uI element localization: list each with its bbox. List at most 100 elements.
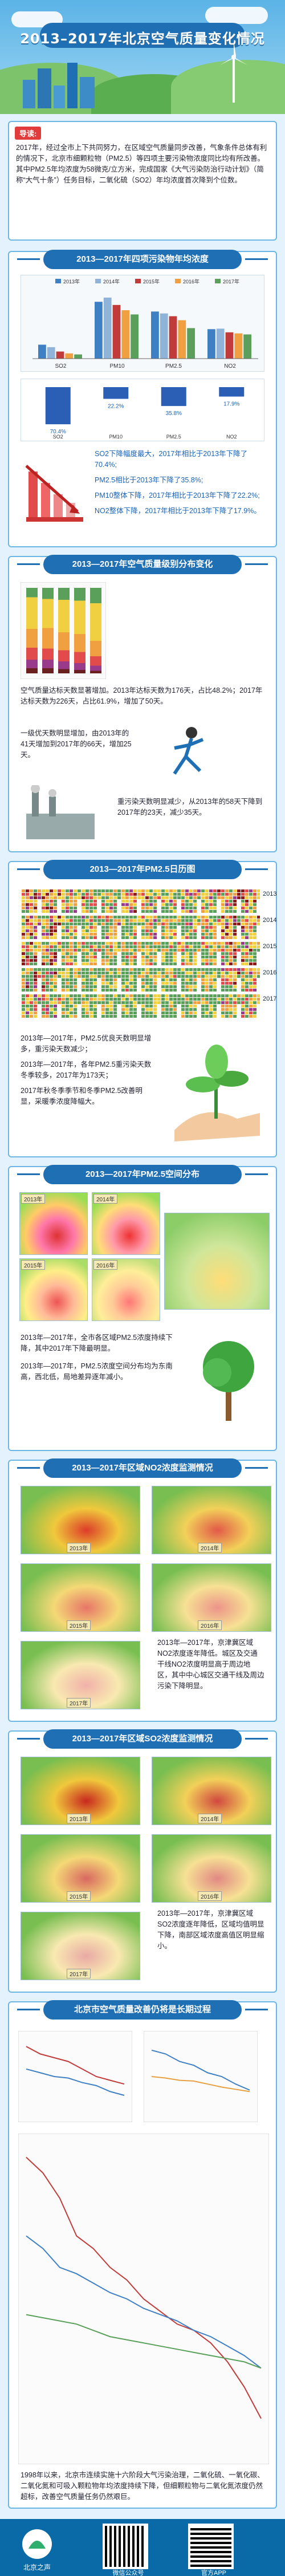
calendar-day (93, 945, 97, 948)
calendar-day (177, 916, 181, 919)
calendar-day (253, 962, 256, 965)
map-year-caption: 2016年 (198, 1891, 222, 1901)
calendar-day (38, 919, 41, 922)
bar (95, 302, 103, 359)
calendar-day (193, 1008, 197, 1011)
title-ribbon (40, 23, 245, 48)
calendar-day (145, 949, 149, 952)
calendar-day (169, 907, 173, 909)
calendar-day (82, 949, 85, 952)
calendar-day (253, 893, 256, 896)
calendar-day (50, 985, 53, 988)
calendar-day (70, 975, 73, 978)
calendar-day (133, 1001, 137, 1004)
calendar-day (26, 968, 29, 971)
calendar-day (66, 956, 69, 958)
calendar-day (161, 907, 165, 909)
calendar-day (237, 916, 241, 919)
calendar-day (105, 945, 109, 948)
calendar-day (221, 936, 225, 939)
calendar-day (121, 978, 125, 981)
calendar-day (30, 982, 33, 985)
calendar-day (42, 933, 45, 936)
calendar-day (93, 1001, 97, 1004)
calendar-day (82, 916, 85, 919)
calendar-day (22, 1011, 25, 1014)
calendar-day (209, 910, 213, 913)
calendar-day (109, 1005, 113, 1007)
calendar-day (58, 919, 61, 922)
calendar-day (26, 952, 29, 955)
calendar-day (253, 989, 256, 992)
calendar-day (85, 903, 89, 906)
calendar-day (97, 896, 101, 899)
calendar-day (161, 959, 165, 962)
calendar-day (125, 972, 129, 974)
calendar-day (245, 942, 249, 945)
calendar-day (85, 982, 89, 985)
calendar-day (205, 1011, 209, 1014)
calendar-day (257, 975, 260, 978)
calendar-day (121, 919, 125, 922)
calendar-day (229, 1015, 233, 1018)
calendar-day (109, 978, 113, 981)
calendar-day (137, 945, 141, 948)
calendar-day (62, 936, 65, 939)
calendar-day (101, 952, 105, 955)
calendar-day (26, 910, 29, 913)
calendar-day (225, 945, 229, 948)
calendar-day (189, 1005, 193, 1007)
calendar-day (241, 1011, 245, 1014)
calendar-day (89, 998, 93, 1001)
calendar-day (113, 1011, 117, 1014)
calendar-day (109, 1001, 113, 1004)
calendar-day (169, 942, 173, 945)
calendar-day (50, 994, 53, 997)
calendar-day (113, 929, 117, 932)
aqi-segment (90, 671, 101, 673)
calendar-day (30, 936, 33, 939)
calendar-day (189, 1011, 193, 1014)
calendar-day (233, 982, 237, 985)
calendar-day (22, 1001, 25, 1004)
trend-line (151, 2076, 250, 2093)
qr-code-1[interactable] (103, 2524, 148, 2569)
calendar-day (213, 916, 217, 919)
calendar-day (209, 903, 213, 906)
calendar-day (233, 972, 237, 974)
calendar-day (173, 919, 177, 922)
calendar-day (165, 949, 169, 952)
calendar-day (125, 889, 129, 892)
calendar-day (241, 949, 245, 952)
calendar-day (42, 903, 45, 906)
calendar-day (145, 936, 149, 939)
calendar-day (229, 893, 233, 896)
calendar-day (253, 968, 256, 971)
calendar-day (125, 923, 129, 925)
calendar-day (241, 959, 245, 962)
calendar-day (101, 889, 105, 892)
bar (225, 332, 234, 359)
calendar-day (42, 1005, 45, 1007)
calendar-day (26, 929, 29, 932)
calendar-day (133, 893, 137, 896)
calendar-day (66, 1015, 69, 1018)
qr-code-2[interactable] (188, 2524, 234, 2569)
calendar-day (133, 1015, 137, 1018)
calendar-day (213, 975, 217, 978)
calendar-day (209, 919, 213, 922)
calendar-day (245, 949, 249, 952)
calendar-day (165, 978, 169, 981)
calendar-day (241, 926, 245, 929)
calendar-day (181, 998, 185, 1001)
calendar-day (161, 923, 165, 925)
calendar-day (217, 916, 221, 919)
calendar-day (89, 985, 93, 988)
calendar-day (169, 1001, 173, 1004)
calendar-day (141, 929, 145, 932)
calendar-day (189, 923, 193, 925)
calendar-day (241, 936, 245, 939)
calendar-day (217, 889, 221, 892)
calendar-day (233, 978, 237, 981)
calendar-day (161, 1005, 165, 1007)
